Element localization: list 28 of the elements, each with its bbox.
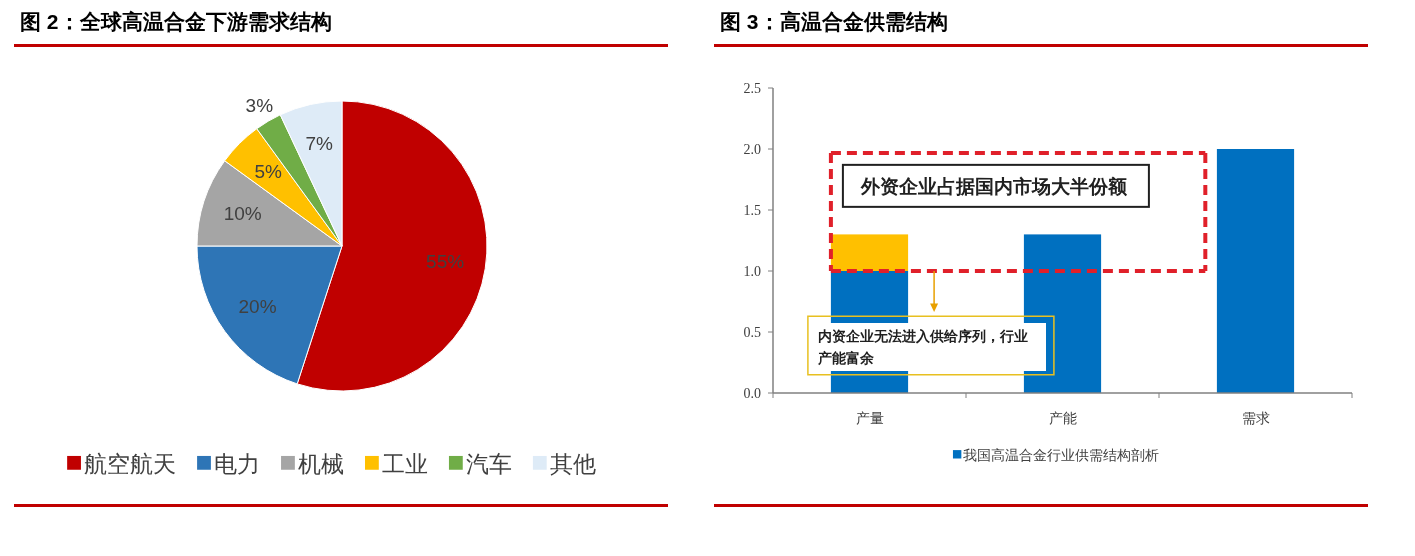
y-tick-label: 2.5 <box>743 81 761 96</box>
legend-label: 其他 <box>550 451 597 478</box>
legend-label: 电力 <box>214 451 261 478</box>
data-label: 10% <box>223 202 262 224</box>
bar <box>1216 149 1295 393</box>
x-tick-label: 产能 <box>1048 410 1077 426</box>
y-tick-label: 1.0 <box>743 264 761 279</box>
y-tick-label: 0.0 <box>743 386 761 401</box>
y-tick-label: 0.5 <box>743 325 761 340</box>
legend-label: 我国高温合金行业供需结构剖析 <box>963 446 1160 463</box>
legend-label: 机械 <box>298 451 345 478</box>
data-label: 3% <box>245 95 274 117</box>
x-tick-label: 需求 <box>1241 410 1270 426</box>
legend-label: 汽车 <box>466 451 513 478</box>
chart-title: 图 2：全球高温合金下游需求结构 <box>20 9 332 35</box>
chart-title: 图 3：高温合金供需结构 <box>720 9 948 35</box>
x-tick-label: 产量 <box>855 410 884 426</box>
data-label: 20% <box>238 296 277 318</box>
legend-label: 工业 <box>382 451 429 478</box>
data-label: 55% <box>426 251 465 273</box>
annotation: 外资企业占据国内市场大半份额 <box>859 175 1128 197</box>
y-tick-label: 2.0 <box>743 142 761 157</box>
y-tick-label: 1.5 <box>743 203 761 218</box>
bar <box>830 234 909 271</box>
legend-label: 航空航天 <box>84 451 177 478</box>
data-label: 5% <box>254 161 283 183</box>
annotation: 内资企业无法进入供给序列，行业产能富余 <box>811 322 1046 371</box>
data-label: 7% <box>305 133 334 155</box>
